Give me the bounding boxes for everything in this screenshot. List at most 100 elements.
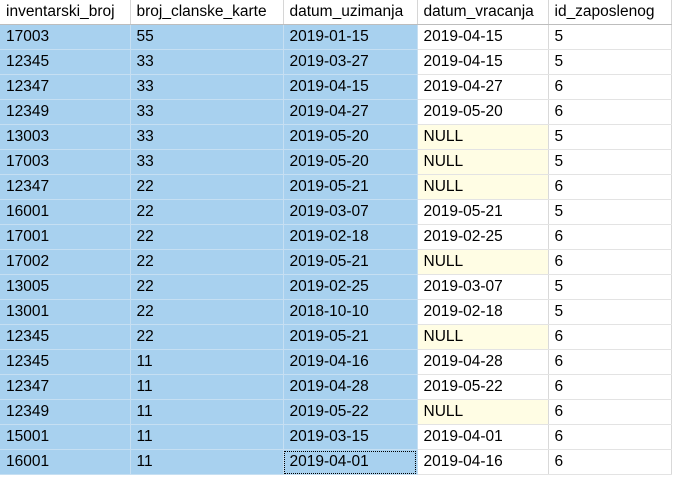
cell-id-zaposlenog[interactable]: 6 xyxy=(548,174,672,200)
cell-datum-uzimanja[interactable]: 2018-10-10 xyxy=(283,299,418,325)
cell-datum-uzimanja[interactable]: 2019-05-21 xyxy=(283,174,418,200)
table-row[interactable]: 12349 11 2019-05-22 NULL 6 xyxy=(0,399,672,425)
table-row[interactable]: 12347 22 2019-05-21 NULL 6 xyxy=(0,174,672,200)
cell-broj-clanske-karte[interactable]: 11 xyxy=(130,399,284,425)
table-row[interactable]: 13001 22 2018-10-10 2019-02-18 5 xyxy=(0,299,672,325)
cell-inventarski-broj[interactable]: 17001 xyxy=(0,224,131,250)
cell-broj-clanske-karte[interactable]: 33 xyxy=(130,49,284,75)
cell-datum-uzimanja[interactable]: 2019-04-01 xyxy=(283,449,418,475)
cell-id-zaposlenog[interactable]: 5 xyxy=(548,24,672,50)
cell-datum-vracanja[interactable]: 2019-04-15 xyxy=(417,24,549,50)
cell-datum-vracanja[interactable]: 2019-03-07 xyxy=(417,274,549,300)
cell-broj-clanske-karte[interactable]: 55 xyxy=(130,24,284,50)
table-row[interactable]: 12345 33 2019-03-27 2019-04-15 5 xyxy=(0,49,672,75)
table-row[interactable]: 12347 11 2019-04-28 2019-05-22 6 xyxy=(0,374,672,400)
cell-datum-uzimanja[interactable]: 2019-02-25 xyxy=(283,274,418,300)
cell-datum-vracanja[interactable]: NULL xyxy=(417,174,549,200)
cell-inventarski-broj[interactable]: 12345 xyxy=(0,49,131,75)
cell-broj-clanske-karte[interactable]: 22 xyxy=(130,224,284,250)
cell-inventarski-broj[interactable]: 15001 xyxy=(0,424,131,450)
cell-id-zaposlenog[interactable]: 6 xyxy=(548,399,672,425)
cell-inventarski-broj[interactable]: 17003 xyxy=(0,24,131,50)
cell-datum-uzimanja[interactable]: 2019-05-21 xyxy=(283,249,418,275)
cell-datum-vracanja[interactable]: 2019-04-27 xyxy=(417,74,549,100)
cell-id-zaposlenog[interactable]: 5 xyxy=(548,199,672,225)
cell-datum-uzimanja[interactable]: 2019-05-21 xyxy=(283,324,418,350)
cell-id-zaposlenog[interactable]: 5 xyxy=(548,299,672,325)
cell-datum-uzimanja[interactable]: 2019-02-18 xyxy=(283,224,418,250)
cell-broj-clanske-karte[interactable]: 11 xyxy=(130,449,284,475)
cell-inventarski-broj[interactable]: 17003 xyxy=(0,149,131,175)
cell-datum-vracanja[interactable]: 2019-05-20 xyxy=(417,99,549,125)
cell-datum-vracanja[interactable]: 2019-02-18 xyxy=(417,299,549,325)
cell-datum-uzimanja[interactable]: 2019-05-20 xyxy=(283,149,418,175)
cell-inventarski-broj[interactable]: 12349 xyxy=(0,99,131,125)
cell-datum-vracanja[interactable]: 2019-04-16 xyxy=(417,449,549,475)
cell-datum-vracanja[interactable]: NULL xyxy=(417,249,549,275)
table-row[interactable]: 13003 33 2019-05-20 NULL 5 xyxy=(0,124,672,150)
column-header-datum-uzimanja[interactable]: datum_uzimanja xyxy=(283,0,418,25)
cell-broj-clanske-karte[interactable]: 22 xyxy=(130,199,284,225)
cell-datum-uzimanja[interactable]: 2019-03-27 xyxy=(283,49,418,75)
cell-datum-uzimanja[interactable]: 2019-04-28 xyxy=(283,374,418,400)
cell-id-zaposlenog[interactable]: 6 xyxy=(548,74,672,100)
cell-datum-vracanja[interactable]: NULL xyxy=(417,149,549,175)
cell-id-zaposlenog[interactable]: 5 xyxy=(548,149,672,175)
table-row[interactable]: 17003 55 2019-01-15 2019-04-15 5 xyxy=(0,24,672,50)
cell-inventarski-broj[interactable]: 12347 xyxy=(0,74,131,100)
column-header-id-zaposlenog[interactable]: id_zaposlenog xyxy=(548,0,672,25)
table-row[interactable]: 12349 33 2019-04-27 2019-05-20 6 xyxy=(0,99,672,125)
cell-inventarski-broj[interactable]: 12349 xyxy=(0,399,131,425)
cell-broj-clanske-karte[interactable]: 11 xyxy=(130,349,284,375)
cell-broj-clanske-karte[interactable]: 22 xyxy=(130,249,284,275)
table-row[interactable]: 17002 22 2019-05-21 NULL 6 xyxy=(0,249,672,275)
table-row[interactable]: 12345 11 2019-04-16 2019-04-28 6 xyxy=(0,349,672,375)
cell-datum-uzimanja[interactable]: 2019-05-20 xyxy=(283,124,418,150)
cell-broj-clanske-karte[interactable]: 22 xyxy=(130,324,284,350)
cell-datum-vracanja[interactable]: 2019-04-01 xyxy=(417,424,549,450)
column-header-inventarski-broj[interactable]: inventarski_broj xyxy=(0,0,131,25)
cell-inventarski-broj[interactable]: 16001 xyxy=(0,199,131,225)
cell-datum-vracanja[interactable]: 2019-04-15 xyxy=(417,49,549,75)
cell-datum-uzimanja[interactable]: 2019-05-22 xyxy=(283,399,418,425)
cell-broj-clanske-karte[interactable]: 33 xyxy=(130,74,284,100)
cell-datum-uzimanja[interactable]: 2019-04-15 xyxy=(283,74,418,100)
cell-datum-uzimanja[interactable]: 2019-03-07 xyxy=(283,199,418,225)
cell-broj-clanske-karte[interactable]: 11 xyxy=(130,374,284,400)
cell-inventarski-broj[interactable]: 12347 xyxy=(0,174,131,200)
table-row[interactable]: 16001 22 2019-03-07 2019-05-21 5 xyxy=(0,199,672,225)
cell-id-zaposlenog[interactable]: 6 xyxy=(548,99,672,125)
table-row[interactable]: 13005 22 2019-02-25 2019-03-07 5 xyxy=(0,274,672,300)
table-row[interactable]: 17001 22 2019-02-18 2019-02-25 6 xyxy=(0,224,672,250)
cell-id-zaposlenog[interactable]: 6 xyxy=(548,374,672,400)
cell-id-zaposlenog[interactable]: 6 xyxy=(548,249,672,275)
table-row[interactable]: 12347 33 2019-04-15 2019-04-27 6 xyxy=(0,74,672,100)
table-row[interactable]: 17003 33 2019-05-20 NULL 5 xyxy=(0,149,672,175)
cell-broj-clanske-karte[interactable]: 22 xyxy=(130,174,284,200)
cell-broj-clanske-karte[interactable]: 33 xyxy=(130,149,284,175)
cell-datum-uzimanja[interactable]: 2019-03-15 xyxy=(283,424,418,450)
cell-inventarski-broj[interactable]: 17002 xyxy=(0,249,131,275)
cell-datum-vracanja[interactable]: 2019-05-22 xyxy=(417,374,549,400)
cell-id-zaposlenog[interactable]: 6 xyxy=(548,349,672,375)
cell-inventarski-broj[interactable]: 12345 xyxy=(0,349,131,375)
cell-inventarski-broj[interactable]: 12345 xyxy=(0,324,131,350)
table-row[interactable]: 12345 22 2019-05-21 NULL 6 xyxy=(0,324,672,350)
cell-datum-vracanja[interactable]: 2019-02-25 xyxy=(417,224,549,250)
cell-id-zaposlenog[interactable]: 5 xyxy=(548,274,672,300)
cell-broj-clanske-karte[interactable]: 22 xyxy=(130,274,284,300)
cell-inventarski-broj[interactable]: 13005 xyxy=(0,274,131,300)
table-row[interactable]: 16001 11 2019-04-01 2019-04-16 6 xyxy=(0,449,672,475)
cell-inventarski-broj[interactable]: 13003 xyxy=(0,124,131,150)
cell-datum-vracanja[interactable]: NULL xyxy=(417,124,549,150)
cell-broj-clanske-karte[interactable]: 33 xyxy=(130,99,284,125)
cell-broj-clanske-karte[interactable]: 11 xyxy=(130,424,284,450)
column-header-datum-vracanja[interactable]: datum_vracanja xyxy=(417,0,549,25)
cell-id-zaposlenog[interactable]: 5 xyxy=(548,49,672,75)
cell-id-zaposlenog[interactable]: 5 xyxy=(548,124,672,150)
column-header-broj-clanske-karte[interactable]: broj_clanske_karte xyxy=(130,0,284,25)
cell-inventarski-broj[interactable]: 16001 xyxy=(0,449,131,475)
cell-inventarski-broj[interactable]: 13001 xyxy=(0,299,131,325)
cell-inventarski-broj[interactable]: 12347 xyxy=(0,374,131,400)
cell-datum-uzimanja[interactable]: 2019-01-15 xyxy=(283,24,418,50)
